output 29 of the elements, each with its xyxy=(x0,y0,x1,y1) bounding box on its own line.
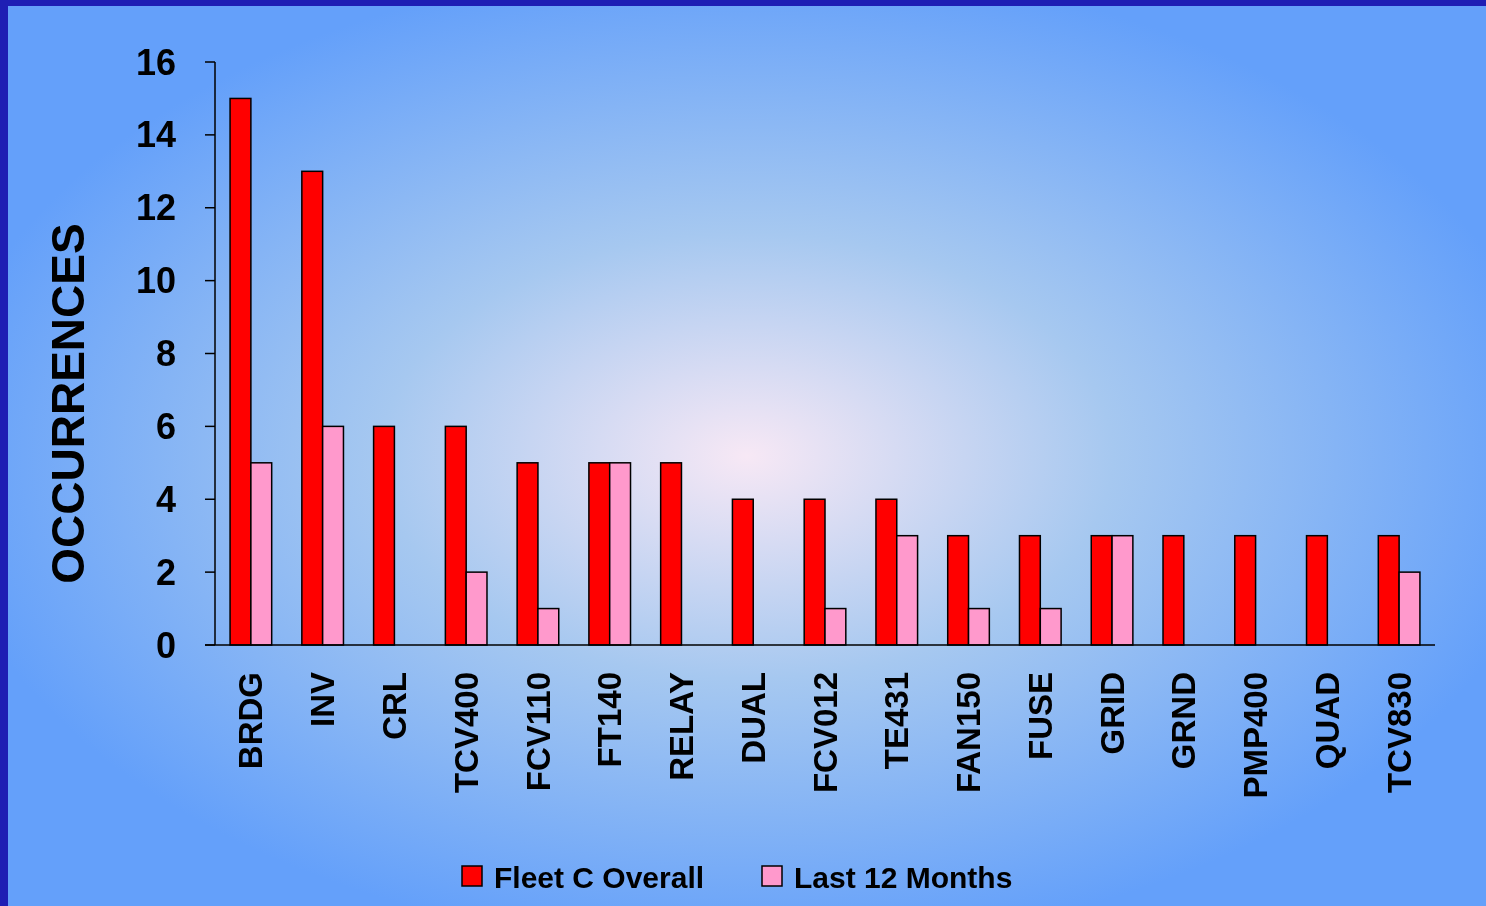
y-tick-label: 4 xyxy=(155,478,176,520)
x-tick-label: FCV110 xyxy=(519,672,557,792)
y-tick-label: 8 xyxy=(155,333,176,375)
x-tick-label: PMP400 xyxy=(1237,672,1275,799)
x-tick-label: TE431 xyxy=(878,672,916,770)
x-tick-label: TCV830 xyxy=(1380,672,1418,794)
x-tick-label: FUSE xyxy=(1021,672,1059,761)
legend-label: Last 12 Months xyxy=(794,860,1013,894)
y-tick-label: 16 xyxy=(135,41,176,83)
x-tick-label: INV xyxy=(304,672,342,728)
y-tick-label: 12 xyxy=(135,187,176,229)
x-tick-label: TCV400 xyxy=(447,672,485,794)
x-tick-label: GRID xyxy=(1093,672,1131,755)
x-tick-label: FT140 xyxy=(591,672,629,768)
legend-label: Fleet C Overall xyxy=(494,860,705,894)
x-tick-label: FCV012 xyxy=(806,672,844,794)
x-tick-label: RELAY xyxy=(663,672,701,781)
x-tick-label: DUAL xyxy=(734,672,772,764)
y-axis-title: OCCURRENCES xyxy=(42,223,95,584)
y-tick-label: 14 xyxy=(135,114,176,156)
x-tick-label: FAN150 xyxy=(950,672,988,794)
y-tick-label: 6 xyxy=(155,405,176,447)
y-tick-label: 0 xyxy=(155,624,176,666)
y-tick-label: 2 xyxy=(155,551,176,593)
y-tick-label: 10 xyxy=(135,260,176,302)
x-tick-label: BRDG xyxy=(232,672,270,770)
x-tick-label: CRL xyxy=(375,672,413,740)
x-tick-label: QUAD xyxy=(1308,672,1346,770)
x-tick-label: GRND xyxy=(1165,672,1203,770)
